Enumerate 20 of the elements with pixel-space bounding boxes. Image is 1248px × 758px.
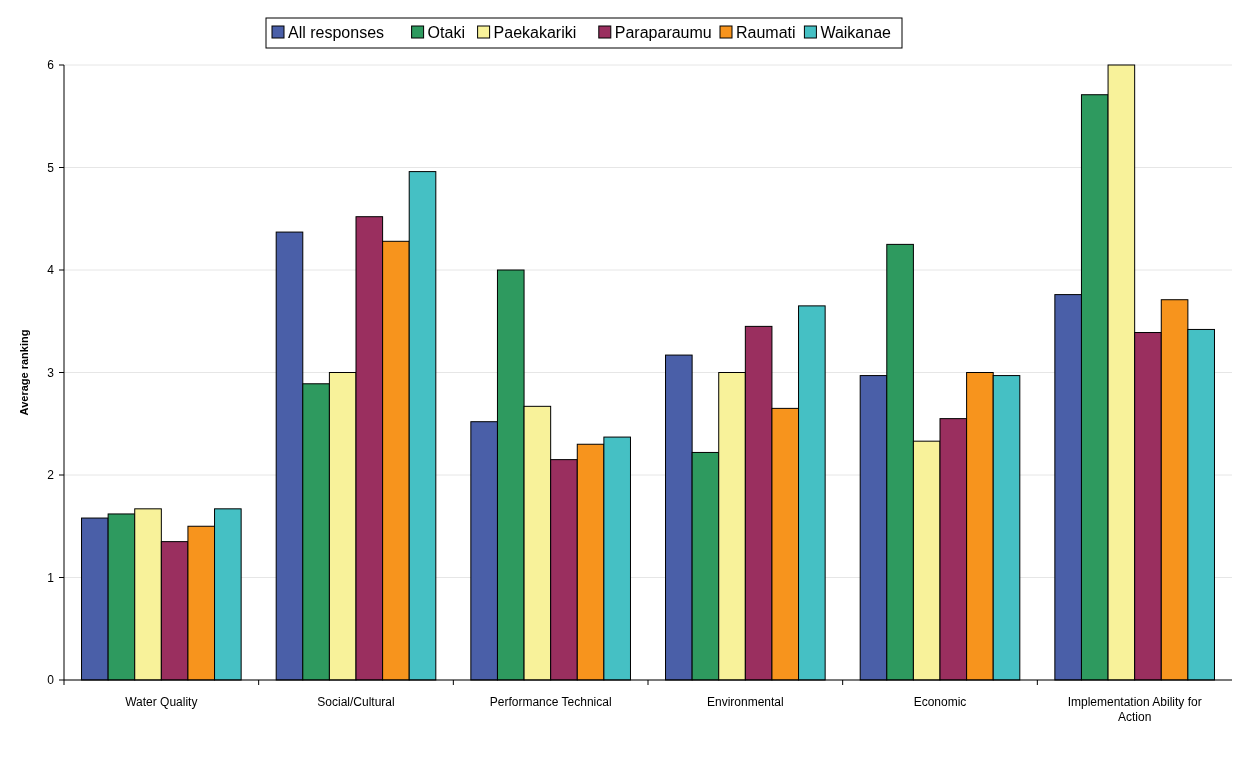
legend-label: All responses [288, 23, 385, 41]
x-tick-label: Performance Technical [489, 695, 612, 709]
x-tick-label: Economic [913, 695, 967, 709]
y-tick-label: 5 [47, 160, 55, 175]
x-tick-label: Environmental [706, 695, 784, 709]
x-tick-label: Social/Cultural [317, 695, 395, 709]
y-tick-label: 1 [47, 570, 55, 585]
y-tick-label: 4 [47, 263, 55, 278]
x-tick-label: Water Quality [125, 695, 198, 709]
legend-label: Otaki [427, 23, 465, 41]
legend-label: Raumati [736, 23, 796, 41]
y-tick-label: 0 [47, 673, 55, 688]
legend-label: Waikanae [820, 23, 892, 41]
y-axis-title: Average ranking [18, 329, 30, 416]
y-tick-label: 3 [47, 365, 55, 380]
y-tick-label: 2 [47, 468, 55, 483]
y-tick-label: 6 [47, 58, 55, 73]
legend-label: Paekakariki [493, 23, 577, 41]
x-tick-label: Implementation Ability for Action [1067, 695, 1202, 724]
legend-label: Paraparaumu [614, 23, 712, 41]
